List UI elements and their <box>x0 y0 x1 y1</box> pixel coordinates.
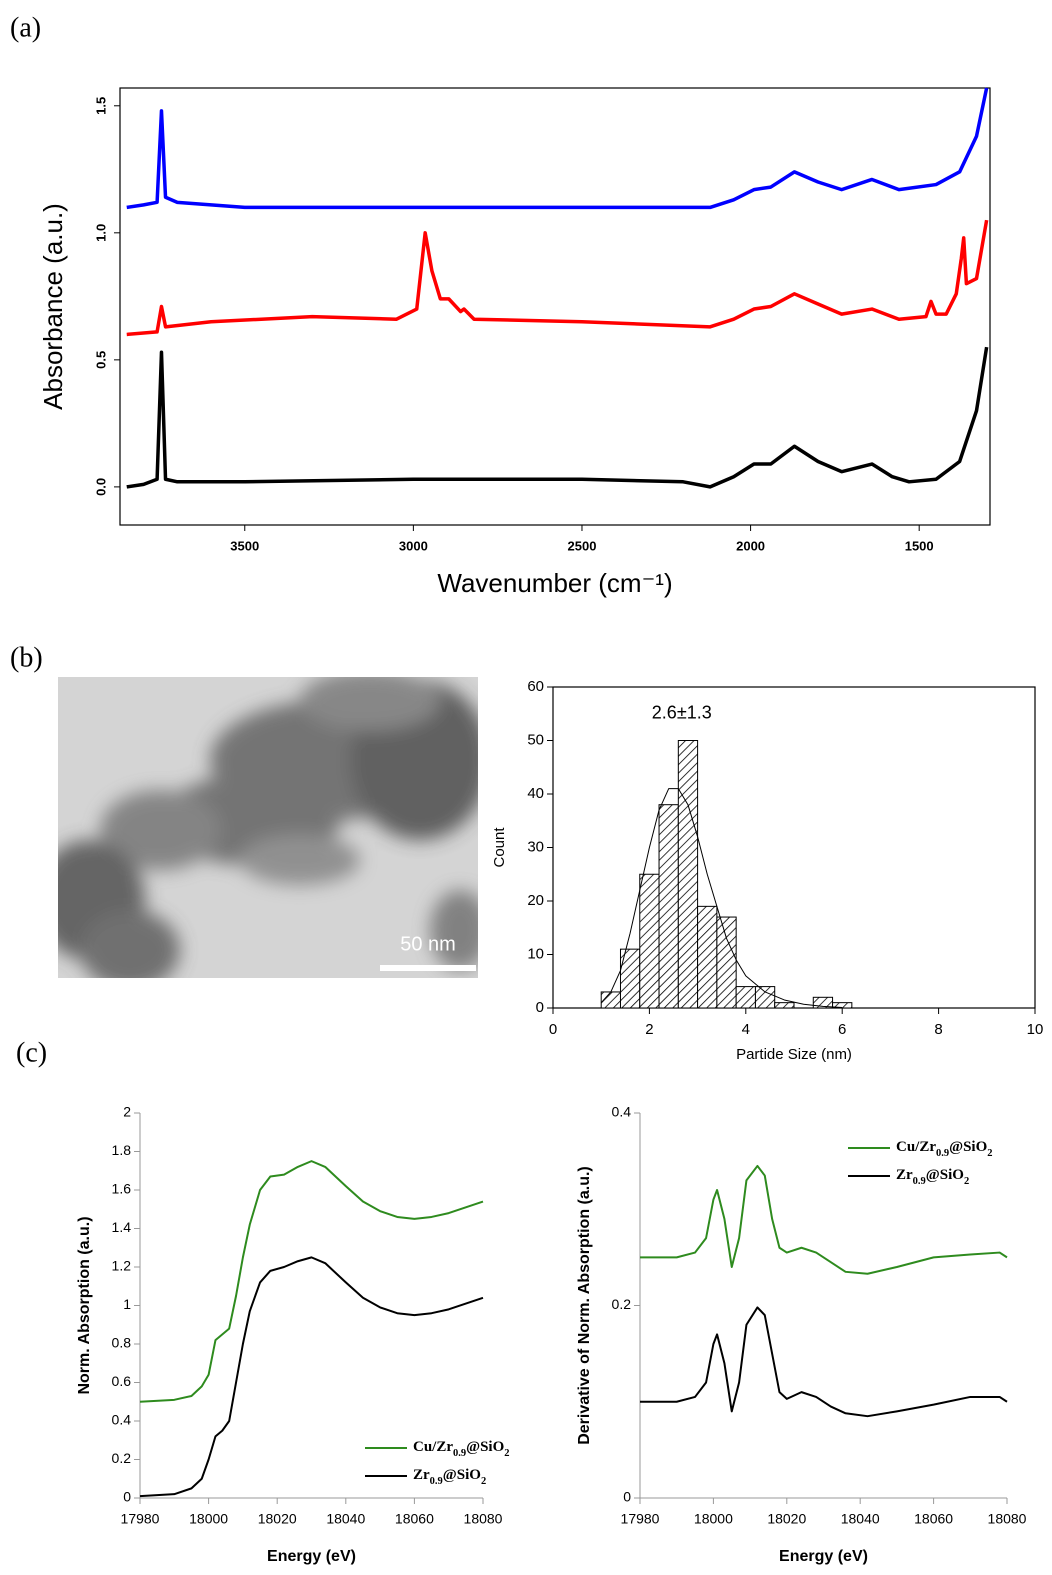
histogram-bar <box>735 986 756 1009</box>
x-tick-label: 18040 <box>841 1511 880 1527</box>
y-axis-label: Absorbance (a.u.) <box>38 203 68 410</box>
plot-frame <box>119 87 991 526</box>
legend-label: Zr0.9@SiO2 <box>896 1167 969 1186</box>
series-line <box>640 1306 1008 1418</box>
x-tick-label: 3000 <box>399 538 428 553</box>
series-line <box>126 87 989 210</box>
y-tick-label: 0 <box>536 999 544 1016</box>
histogram-bar <box>716 916 737 1009</box>
x-tick-label: 18040 <box>326 1511 365 1527</box>
series-line <box>126 346 989 489</box>
x-tick-label: 0 <box>549 1021 557 1038</box>
series-line <box>640 1164 1008 1275</box>
legend-label: Cu/Zr0.9@SiO2 <box>896 1139 993 1158</box>
x-tick-label: 10 <box>1027 1021 1044 1038</box>
panel-label: (a) <box>10 12 41 43</box>
y-tick-label: 0.4 <box>112 1412 132 1428</box>
x-tick-label: 18060 <box>395 1511 434 1527</box>
x-tick-label: 6 <box>838 1021 846 1038</box>
x-tick-label: 4 <box>742 1021 750 1038</box>
x-tick-label: 17980 <box>621 1511 660 1527</box>
x-tick-label: 8 <box>934 1021 942 1038</box>
y-tick-label: 0.2 <box>112 1450 132 1466</box>
scale-bar-label: 50 nm <box>400 933 456 955</box>
panel-label: (c) <box>16 1037 47 1068</box>
x-axis-label: Partide Size (nm) <box>736 1046 852 1063</box>
y-tick-label: 0.5 <box>93 351 108 369</box>
histogram-bar <box>754 986 776 1009</box>
x-tick-label: 18080 <box>988 1511 1027 1527</box>
tem-image <box>58 677 478 978</box>
histogram-bar <box>639 873 660 1009</box>
series-line <box>139 1160 484 1403</box>
legend-label: Cu/Zr0.9@SiO2 <box>413 1439 510 1458</box>
y-axis-label: Count <box>491 827 508 868</box>
x-tick-label: 18060 <box>914 1511 953 1527</box>
y-tick-label: 0.2 <box>612 1296 632 1312</box>
x-tick-label: 2500 <box>568 538 597 553</box>
annotation: 2.6±1.3 <box>652 703 712 723</box>
y-tick-label: 50 <box>527 731 544 748</box>
y-axis-label: Norm. Absorption (a.u.) <box>76 1216 93 1394</box>
x-tick-label: 18020 <box>258 1511 297 1527</box>
series-line <box>126 219 989 337</box>
x-axis-label: Energy (eV) <box>779 1548 868 1565</box>
x-tick-label: 2 <box>645 1021 653 1038</box>
y-tick-label: 30 <box>527 838 544 855</box>
y-tick-label: 2 <box>123 1104 131 1120</box>
y-axis-label: Derivative of Norm. Absorption (a.u.) <box>576 1166 593 1445</box>
histogram-bar <box>697 905 718 1009</box>
y-tick-label: 10 <box>527 945 544 962</box>
x-tick-label: 18020 <box>767 1511 806 1527</box>
x-tick-label: 2000 <box>736 538 765 553</box>
y-tick-label: 1.6 <box>112 1181 132 1197</box>
x-tick-label: 18000 <box>694 1511 733 1527</box>
y-tick-label: 0 <box>123 1489 131 1505</box>
histogram-bar <box>832 1002 853 1009</box>
histogram-bar <box>774 1002 795 1009</box>
legend-label: Zr0.9@SiO2 <box>413 1467 486 1486</box>
y-tick-label: 0.4 <box>612 1104 632 1120</box>
series-line <box>139 1256 484 1498</box>
y-tick-label: 60 <box>527 678 544 695</box>
histogram-bar <box>658 804 679 1009</box>
y-tick-label: 40 <box>527 785 544 802</box>
panel-label: (b) <box>10 642 43 673</box>
y-tick-label: 0.8 <box>112 1335 132 1351</box>
x-axis-label: Wavenumber (cm⁻¹) <box>437 568 672 598</box>
y-tick-label: 1.4 <box>112 1219 132 1235</box>
y-tick-label: 1.2 <box>112 1258 132 1274</box>
y-tick-label: 1.5 <box>93 97 108 115</box>
x-tick-label: 17980 <box>121 1511 160 1527</box>
y-tick-label: 1.8 <box>112 1142 132 1158</box>
y-tick-label: 1 <box>123 1296 131 1312</box>
x-tick-label: 18000 <box>189 1511 228 1527</box>
x-tick-label: 18080 <box>464 1511 503 1527</box>
y-tick-label: 20 <box>527 892 544 909</box>
y-tick-label: 0.6 <box>112 1373 132 1389</box>
x-tick-label: 1500 <box>905 538 934 553</box>
histogram-bar <box>677 740 699 1009</box>
y-tick-label: 0.0 <box>93 478 108 496</box>
x-axis-label: Energy (eV) <box>267 1548 356 1565</box>
y-tick-label: 0 <box>623 1489 631 1505</box>
x-tick-label: 3500 <box>230 538 259 553</box>
y-tick-label: 1.0 <box>93 224 108 242</box>
fit-curve <box>600 788 843 1008</box>
